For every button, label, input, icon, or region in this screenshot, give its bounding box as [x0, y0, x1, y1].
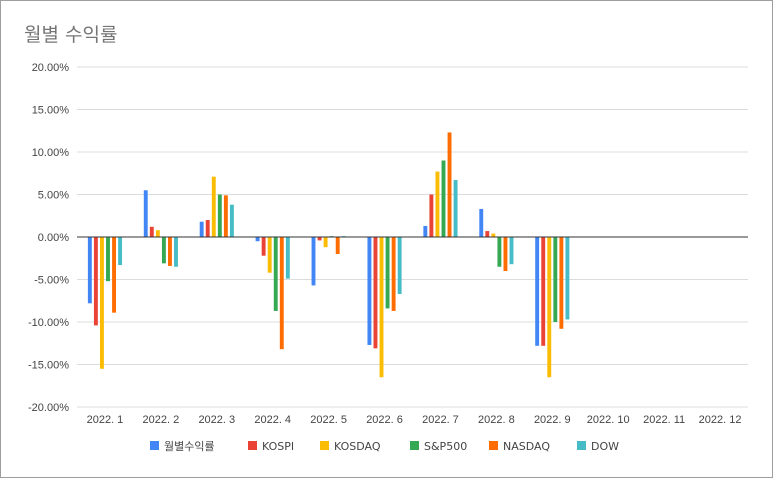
bar [149, 226, 154, 237]
bar [211, 176, 216, 237]
legend-label: NASDAQ [503, 440, 550, 453]
bar [168, 237, 172, 266]
x-tick-label: 2022. 4 [254, 414, 291, 426]
bar [379, 237, 384, 378]
legend-swatch [320, 441, 329, 450]
bar [112, 237, 116, 313]
bar [285, 237, 290, 279]
bar [161, 237, 166, 264]
chart-title: 월별 수익률 [24, 24, 118, 46]
x-tick-label: 2022. 8 [478, 414, 515, 426]
bar [99, 237, 104, 369]
legend-label: KOSDAQ [334, 440, 381, 453]
bar [435, 171, 440, 237]
bar [106, 237, 110, 282]
legend-swatch [489, 441, 498, 450]
y-tick-label: 20.00% [32, 62, 70, 74]
bar [174, 237, 178, 267]
legend-swatch [577, 441, 586, 450]
bar [267, 237, 272, 273]
bar [255, 237, 260, 242]
x-tick-label: 2022. 6 [366, 414, 403, 426]
bar [391, 237, 396, 311]
bar [273, 237, 278, 311]
x-tick-label: 2022. 2 [143, 414, 180, 426]
legend-label: KOSPI [262, 440, 294, 453]
x-tick-label: 2022. 7 [422, 414, 459, 426]
bar [279, 237, 284, 350]
legend-label: DOW [591, 440, 619, 453]
bar [311, 237, 316, 286]
x-tick-label: 2022. 12 [699, 414, 742, 426]
bar [565, 237, 570, 320]
bar [479, 208, 484, 237]
x-tick-label: 2022. 1 [87, 414, 124, 426]
y-tick-label: -20.00% [28, 402, 69, 414]
bar [447, 132, 452, 237]
bar [261, 237, 266, 256]
bar [373, 237, 378, 349]
bar [199, 221, 204, 237]
bar [397, 237, 402, 294]
bar [429, 194, 434, 237]
y-tick-label: -10.00% [28, 317, 69, 329]
x-tick-label: 2022. 10 [587, 414, 630, 426]
y-tick-label: 15.00% [32, 105, 70, 117]
bar [367, 237, 372, 345]
bar [335, 237, 340, 254]
x-tick-label: 2022. 3 [198, 414, 235, 426]
bar [423, 225, 428, 237]
bar [541, 237, 546, 346]
legend-swatch [248, 441, 257, 450]
bar [491, 233, 496, 237]
legend-label: 월별수익률 [164, 440, 215, 453]
bar [118, 237, 123, 266]
x-tick-label: 2022. 11 [643, 414, 685, 426]
bar [509, 237, 514, 265]
bar [553, 237, 558, 322]
x-tick-label: 2022. 5 [310, 414, 347, 426]
legend-swatch [150, 441, 159, 450]
bar [385, 237, 390, 309]
bar [217, 194, 222, 237]
y-tick-label: -15.00% [28, 360, 69, 372]
bar [559, 237, 564, 329]
bar [441, 160, 446, 237]
bar [497, 237, 502, 267]
bar [323, 237, 328, 248]
y-tick-label: 5.00% [38, 190, 69, 202]
bar [547, 237, 552, 378]
bar [143, 190, 148, 237]
bar [155, 230, 160, 237]
x-tick-label: 2022. 9 [534, 414, 571, 426]
y-tick-label: 0.00% [38, 232, 69, 244]
legend-swatch [410, 441, 419, 450]
bar [453, 180, 458, 237]
bar [87, 237, 92, 304]
bar [485, 231, 490, 237]
y-tick-label: -5.00% [34, 275, 69, 287]
bar [535, 237, 540, 346]
y-tick-label: 10.00% [32, 147, 70, 159]
bar [93, 237, 98, 326]
bar [205, 220, 210, 237]
bar [503, 237, 508, 271]
bar [229, 204, 234, 237]
bar [223, 195, 228, 237]
legend-label: S&P500 [424, 440, 467, 453]
bar [317, 237, 322, 241]
